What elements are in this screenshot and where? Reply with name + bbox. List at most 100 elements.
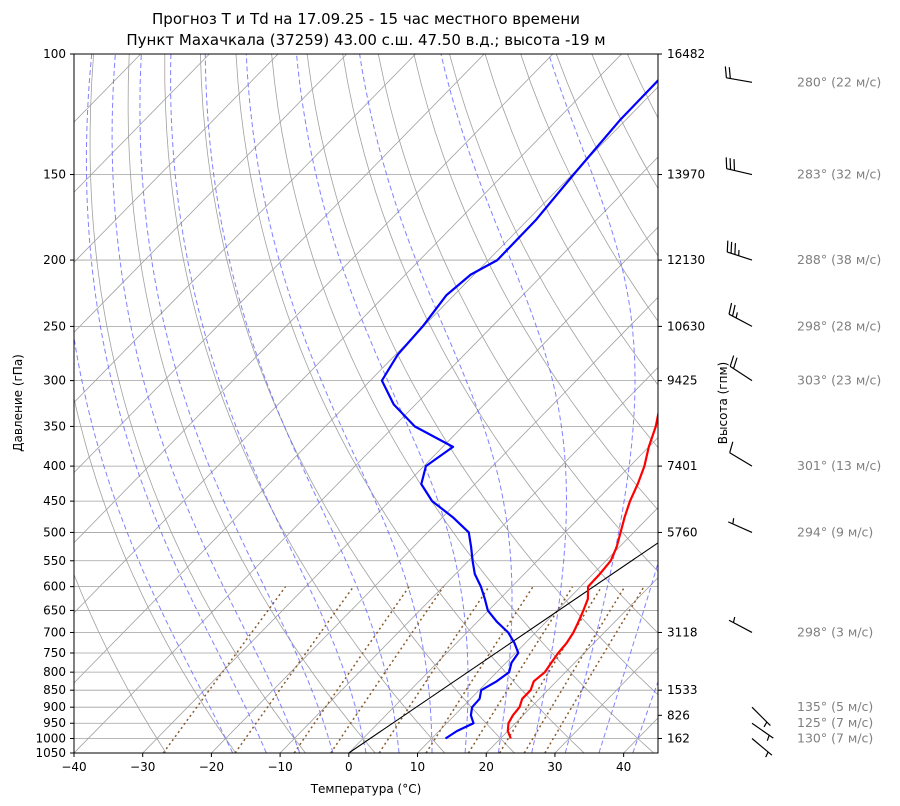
isotherm-line [74, 54, 348, 333]
y-tick-label: 500 [43, 525, 66, 539]
height-tick-label: 3118 [667, 625, 698, 639]
dry-adiabat [484, 54, 658, 386]
dry-adiabat [377, 54, 658, 573]
wind-barb [726, 240, 753, 261]
dry-adiabat [841, 54, 900, 753]
dry-adiabat [200, 54, 515, 753]
wind-label: 303° (23 м/с) [797, 373, 881, 388]
wind-layer: 130° (7 м/с)125° (7 м/с)135° (5 м/с) 298°… [724, 66, 881, 758]
height-tick-label: 9425 [667, 374, 698, 388]
moist-adiabat [204, 54, 400, 753]
height-tick-label: 16482 [667, 47, 705, 61]
mixing-ratio-line [467, 586, 574, 753]
wind-barb [725, 157, 753, 176]
dry-adiabat [734, 54, 900, 753]
mixing-ratio-line [234, 586, 355, 753]
zero-isotherm-line [348, 542, 658, 753]
x-tick-label: −10 [267, 760, 292, 774]
wind-label: 301° (13 м/с) [797, 458, 881, 473]
x-tick-label: 40 [616, 760, 631, 774]
y-tick-label: 650 [43, 603, 66, 617]
wind-barb-half-feather [763, 721, 768, 728]
moist-adiabat [598, 561, 658, 753]
y-tick-label: 1050 [35, 746, 66, 760]
y-tick-label: 600 [43, 580, 66, 594]
y-tick-label: 950 [43, 716, 66, 730]
dry-adiabat [127, 54, 376, 753]
wind-barb [751, 738, 773, 758]
y-tick-label: 900 [43, 700, 66, 714]
temperature-line [506, 409, 658, 739]
mixing-ratio-line [378, 586, 490, 753]
y-tick-label: 700 [43, 625, 66, 639]
dry-adiabat [627, 54, 658, 119]
dry-adiabat [770, 54, 900, 753]
grid-layer [0, 54, 900, 753]
wind-barb-staff [728, 619, 753, 633]
wind-barb [728, 302, 753, 327]
wind-barb-feather [730, 241, 733, 254]
isotherm-line [74, 54, 279, 263]
isotherm-line [74, 156, 658, 753]
moist-adiabat [440, 54, 567, 753]
wind-barb-half-feather [735, 312, 738, 319]
dry-adiabat [591, 54, 658, 190]
height-tick-label: 7401 [667, 459, 698, 473]
y-axis-label: Давление (гПа) [11, 354, 25, 452]
x-tick-label: −20 [199, 760, 224, 774]
wind-barb-feather [731, 304, 736, 317]
y-tick-label: 850 [43, 683, 66, 697]
wind-barb-staff [726, 168, 753, 176]
wind-barb [751, 722, 774, 741]
isotherm-line [142, 226, 658, 753]
wind-barb-staff [729, 365, 753, 382]
wind-barb-staff [726, 77, 753, 83]
height-axis-label: Высота (гпм) [716, 362, 730, 444]
mixing-ratio-line [425, 586, 534, 753]
wind-barb-staff [727, 251, 753, 261]
isotherm-line [485, 577, 658, 753]
dry-adiabat [342, 54, 658, 634]
wind-barb-half-feather [732, 616, 736, 623]
isotherm-line [74, 54, 485, 474]
wind-barb-feather [732, 357, 738, 369]
y-tick-label: 250 [43, 319, 66, 333]
chart-title: Прогноз T и Td на 17.09.25 - 15 час мест… [152, 10, 580, 28]
height-tick-label: 826 [667, 708, 690, 722]
wind-barb-staff [751, 722, 774, 739]
wind-barb-feather [734, 243, 737, 255]
y-tick-label: 150 [43, 168, 66, 182]
dry-adiabat [74, 573, 167, 753]
isotherm-line [623, 717, 658, 753]
height-tick-label: 10630 [667, 319, 705, 333]
wind-barb-half-feather [766, 735, 770, 741]
wind-label: 135° (5 м/с) [797, 699, 873, 714]
wind-barb-half-feather [732, 518, 735, 524]
wind-barb-half-feather [765, 751, 769, 758]
mixing-ratio-line [330, 586, 445, 753]
mixing-ratio-line [544, 586, 645, 753]
dry-adiabat [663, 54, 900, 753]
isotherm-line [0, 54, 3, 753]
y-tick-label: 1000 [35, 731, 66, 745]
wind-barb-staff [751, 706, 771, 726]
wind-barb [724, 66, 753, 83]
isotherm-line [279, 366, 658, 753]
moist-adiabat [170, 54, 367, 753]
x-tick-label: 30 [547, 760, 562, 774]
dry-adiabat [306, 54, 658, 696]
chart-subtitle: Пункт Махачкала (37259) 43.00 с.ш. 47.50… [126, 31, 605, 49]
moist-adiabat [548, 54, 636, 753]
wind-barb [728, 616, 753, 633]
mixing-ratio-line [498, 586, 603, 753]
y-tick-label: 550 [43, 554, 66, 568]
wind-barb [729, 355, 753, 382]
wind-barb-staff [728, 521, 753, 533]
moist-adiabat [74, 334, 234, 753]
y-tick-label: 350 [43, 419, 66, 433]
y-tick-label: 750 [43, 646, 66, 660]
isotherm-line [74, 54, 622, 614]
height-tick-label: 12130 [667, 253, 705, 267]
wind-barb [751, 706, 771, 728]
